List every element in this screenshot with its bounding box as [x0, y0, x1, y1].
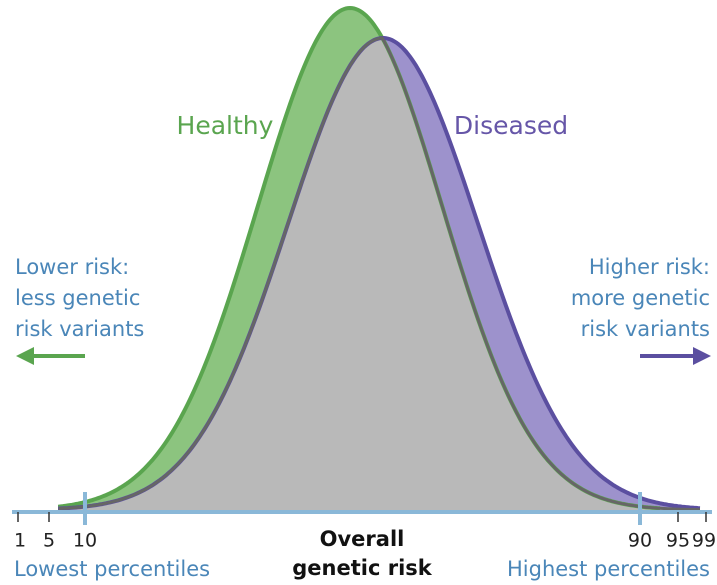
- left-end-label: Lowest percentiles: [14, 557, 210, 581]
- percentile-label: 90: [628, 530, 652, 552]
- healthy-label: Healthy: [177, 111, 274, 140]
- right-note: more genetic: [571, 286, 710, 310]
- percentile-label: 95: [666, 530, 690, 552]
- right-end-label: Highest percentiles: [507, 557, 710, 581]
- right-note: risk variants: [581, 317, 710, 341]
- left-note: Lower risk:: [15, 255, 129, 279]
- axis-title: Overall: [320, 527, 405, 551]
- percentile-label: 10: [73, 530, 97, 552]
- chart: Healthy Diseased Lower risk: less geneti…: [0, 0, 717, 585]
- percentile-label: 99: [692, 530, 716, 552]
- percentile-label: 1: [14, 530, 26, 552]
- left-note: risk variants: [15, 317, 144, 341]
- right-arrow: [640, 347, 711, 365]
- right-note: Higher risk:: [589, 255, 710, 279]
- percentile-label: 5: [43, 530, 55, 552]
- axis-title: genetic risk: [292, 556, 433, 580]
- left-arrow: [16, 347, 85, 365]
- diseased-label: Diseased: [454, 111, 568, 140]
- left-note: less genetic: [15, 286, 140, 310]
